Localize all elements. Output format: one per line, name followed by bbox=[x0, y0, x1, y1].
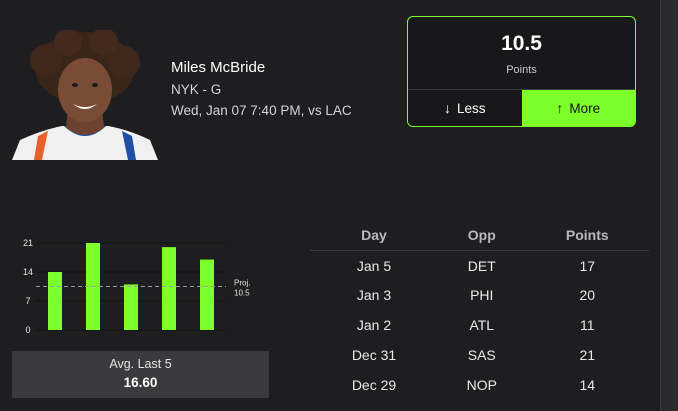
arrow-down-icon: ↓ bbox=[443, 100, 451, 116]
y-tick-label: 14 bbox=[23, 267, 33, 277]
line-stat: Points bbox=[506, 64, 537, 76]
cell-points: 20 bbox=[579, 287, 596, 303]
player-name: Miles McBride bbox=[171, 59, 266, 76]
player-info: Miles McBride NYK - G Wed, Jan 07 7:40 P… bbox=[171, 59, 352, 119]
more-label: More bbox=[569, 100, 601, 116]
pick-card: 10.5 Points ↓ Less ↑ More bbox=[407, 16, 636, 127]
bar bbox=[162, 247, 176, 330]
table-row: Dec 31 SAS 21 bbox=[310, 340, 649, 370]
cell-opp: PHI bbox=[470, 287, 494, 303]
average-box: Avg. Last 5 16.60 bbox=[12, 351, 269, 398]
game-info: Wed, Jan 07 7:40 PM, vs LAC bbox=[171, 103, 352, 118]
column-header-points: Points bbox=[525, 220, 649, 251]
average-value: 16.60 bbox=[123, 375, 158, 390]
bar bbox=[48, 272, 62, 330]
table-row: Jan 2 ATL 11 bbox=[310, 310, 649, 340]
cell-day: Dec 31 bbox=[351, 347, 397, 363]
table-row: Dec 29 NOP 14 bbox=[310, 370, 649, 400]
cell-day: Dec 29 bbox=[351, 377, 397, 393]
bar bbox=[200, 259, 214, 330]
cell-points: 21 bbox=[579, 347, 596, 363]
player-team-position: NYK - G bbox=[171, 82, 222, 97]
less-button[interactable]: ↓ Less bbox=[408, 90, 522, 126]
arrow-up-icon: ↑ bbox=[556, 100, 564, 116]
table-row: Jan 5 DET 17 bbox=[310, 250, 649, 280]
cell-day: Jan 5 bbox=[356, 258, 392, 275]
projection-label: Proj. bbox=[234, 279, 250, 288]
more-button[interactable]: ↑ More bbox=[521, 90, 635, 126]
y-tick-label: 0 bbox=[25, 325, 30, 335]
cell-day: Jan 3 bbox=[356, 287, 392, 303]
game-log-table: Day Opp Points Jan 5 DET 17 Jan 3 PHI 20… bbox=[310, 220, 649, 400]
cell-opp: DET bbox=[467, 258, 496, 275]
cell-day: Jan 2 bbox=[356, 317, 392, 333]
table-header-row: Day Opp Points bbox=[310, 220, 649, 251]
cell-points: 14 bbox=[579, 377, 596, 393]
bar bbox=[124, 284, 138, 330]
cell-opp: SAS bbox=[467, 347, 496, 363]
column-header-opp: Opp bbox=[437, 220, 526, 251]
projection-value: 10.5 bbox=[234, 289, 250, 298]
cell-opp: ATL bbox=[469, 317, 495, 333]
pick-buttons: ↓ Less ↑ More bbox=[408, 89, 635, 126]
cell-points: 11 bbox=[579, 317, 595, 333]
column-header-day: Day bbox=[310, 220, 438, 251]
cell-opp: NOP bbox=[466, 377, 497, 393]
table-row: Jan 3 PHI 20 bbox=[310, 280, 649, 310]
y-tick-label: 7 bbox=[25, 296, 30, 306]
player-avatar bbox=[12, 30, 158, 160]
scrollbar-track[interactable] bbox=[660, 0, 678, 411]
y-tick-label: 21 bbox=[23, 238, 33, 248]
line-value: 10.5 bbox=[501, 32, 542, 55]
cell-points: 17 bbox=[579, 258, 596, 275]
less-label: Less bbox=[456, 100, 486, 116]
last-5-chart: 0 7 14 21 Proj.10.5 bbox=[23, 238, 250, 335]
average-label: Avg. Last 5 bbox=[109, 357, 172, 371]
